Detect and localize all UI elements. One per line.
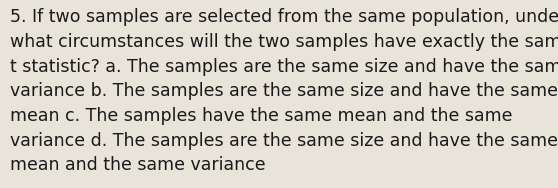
Text: t statistic? a. The samples are the same size and have the same: t statistic? a. The samples are the same…: [10, 58, 558, 76]
Text: mean c. The samples have the same mean and the same: mean c. The samples have the same mean a…: [10, 107, 513, 125]
Text: variance d. The samples are the same size and have the same: variance d. The samples are the same siz…: [10, 132, 558, 150]
Text: mean and the same variance: mean and the same variance: [10, 156, 266, 174]
Text: variance b. The samples are the same size and have the same: variance b. The samples are the same siz…: [10, 82, 558, 100]
Text: what circumstances will the two samples have exactly the same: what circumstances will the two samples …: [10, 33, 558, 51]
Text: 5. If two samples are selected from the same population, under: 5. If two samples are selected from the …: [10, 8, 558, 27]
